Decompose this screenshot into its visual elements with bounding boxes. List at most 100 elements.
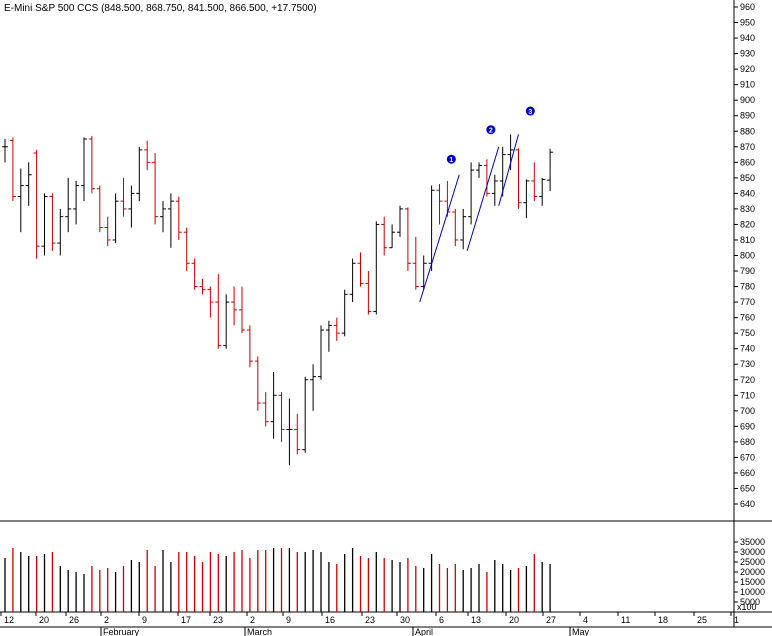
date-tick-label: 23	[365, 615, 375, 625]
price-bar	[104, 216, 111, 247]
price-bar	[270, 371, 277, 439]
price-tick-label: 840	[740, 188, 755, 198]
price-bar	[531, 162, 538, 202]
date-tick-label: 12	[4, 615, 14, 625]
price-tick-label: 730	[740, 359, 755, 369]
date-tick-label: 4	[583, 615, 588, 625]
price-bar	[318, 325, 324, 380]
price-bar	[9, 137, 16, 202]
price-bar	[404, 207, 411, 272]
price-bar	[231, 286, 238, 326]
price-bar	[88, 135, 95, 194]
price-bar	[73, 180, 80, 225]
price-bar	[349, 258, 356, 303]
wave-markers: 1 2 3	[446, 106, 535, 164]
month-label: May	[572, 627, 590, 636]
price-bar	[357, 252, 364, 287]
price-bar	[160, 201, 166, 233]
price-bar	[175, 196, 182, 240]
price-tick-label: 890	[740, 111, 755, 121]
price-bar	[254, 356, 261, 411]
price-bars	[2, 134, 554, 466]
price-tick-label: 800	[740, 251, 755, 261]
date-tick-label: 2	[104, 615, 109, 625]
price-bar	[239, 286, 245, 334]
volume-tick-label: 35000	[740, 537, 765, 547]
price-bar	[373, 221, 380, 315]
volume-unit-label: x100	[737, 602, 757, 612]
price-bar	[428, 185, 435, 272]
price-bar	[547, 148, 554, 192]
wave-marker: 2	[486, 125, 496, 134]
price-bar	[420, 255, 427, 290]
wave-marker-circle	[446, 154, 456, 164]
price-tick-label: 690	[740, 421, 755, 431]
wave-marker: 1	[446, 154, 456, 164]
price-bar	[262, 392, 269, 427]
price-tick-label: 910	[740, 80, 755, 90]
wave-marker-circle	[525, 106, 535, 116]
price-tick-label: 850	[740, 173, 755, 183]
volume-bars	[4, 548, 551, 612]
price-tick-label: 700	[740, 406, 755, 416]
date-tick-label: 1	[734, 615, 739, 625]
price-bar	[397, 205, 403, 237]
price-bar	[389, 224, 396, 249]
price-bar	[223, 294, 230, 349]
date-tick-label: 13	[471, 615, 481, 625]
price-tick-label: 950	[740, 18, 755, 28]
date-tick-label: 9	[142, 615, 147, 625]
price-bar	[17, 168, 24, 233]
price-bar	[167, 193, 174, 248]
date-tick-label: 23	[213, 615, 223, 625]
month-label: February	[103, 627, 140, 636]
price-tick-label: 930	[740, 49, 755, 59]
date-axis: 12 20 26 2 9 17 23 2 9 16 23 30 6 13 20 27 4 11 18 25 1Febru…	[0, 612, 739, 636]
price-bar	[325, 320, 332, 352]
price-bar	[152, 152, 159, 225]
date-tick-label: 16	[325, 615, 335, 625]
price-tick-label: 640	[740, 499, 755, 509]
price-bar	[539, 177, 546, 206]
price-tick-label: 670	[740, 452, 755, 462]
price-bar	[144, 140, 151, 171]
price-tick-label: 720	[740, 375, 755, 385]
price-bar	[381, 216, 388, 256]
price-tick-label: 860	[740, 157, 755, 167]
price-bar	[286, 398, 293, 466]
price-tick-label: 760	[740, 313, 755, 323]
price-tick-label: 780	[740, 282, 755, 292]
wave-marker-label: 3	[528, 109, 532, 116]
price-bar	[515, 148, 522, 209]
trendline	[466, 146, 500, 251]
price-tick-label: 880	[740, 126, 755, 136]
price-tick-label: 940	[740, 33, 755, 43]
month-label: April	[415, 627, 433, 636]
price-tick-label: 740	[740, 344, 755, 354]
price-bar	[112, 193, 119, 244]
price-bar	[120, 177, 127, 217]
price-bar	[294, 413, 301, 455]
chart-title: E-Mini S&P 500 CCS (848.500, 868.750, 84…	[4, 3, 317, 14]
price-tick-label: 960	[740, 2, 755, 12]
price-tick-label: 680	[740, 437, 755, 447]
date-tick-label: 25	[697, 615, 707, 625]
price-tick-label: 790	[740, 266, 755, 276]
price-bar	[436, 184, 443, 225]
price-bar	[49, 193, 56, 251]
volume-tick-label: 5000	[740, 597, 760, 607]
price-tick-label: 810	[740, 235, 755, 245]
price-bar	[41, 193, 48, 256]
price-bar	[246, 325, 253, 368]
date-tick-label: 6	[439, 615, 444, 625]
wave-marker-label: 1	[449, 157, 453, 164]
price-tick-label: 710	[740, 390, 755, 400]
date-tick-label: 30	[400, 615, 410, 625]
price-bar	[128, 185, 135, 228]
price-tick-label: 830	[740, 204, 755, 214]
volume-tick-label: 25000	[740, 557, 765, 567]
price-bar	[81, 137, 87, 202]
price-tick-label: 920	[740, 64, 755, 74]
price-bar	[136, 146, 143, 202]
